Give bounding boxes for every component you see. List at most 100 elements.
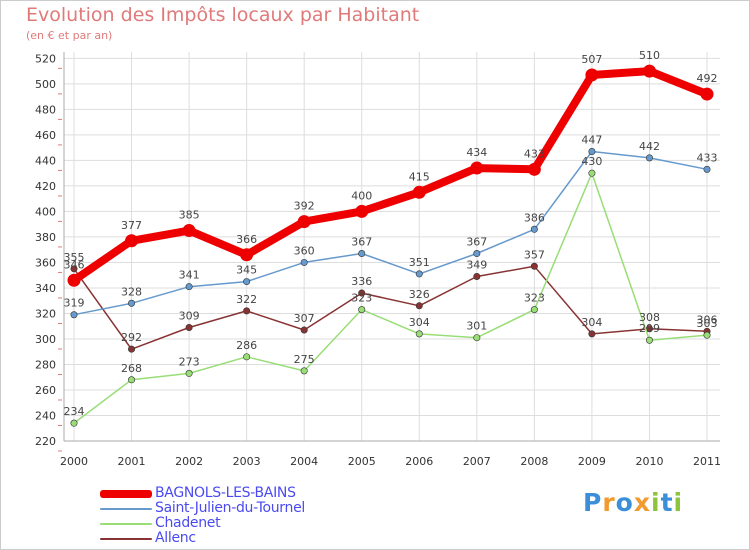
data-point	[185, 283, 193, 291]
legend-label: Saint-Julien-du-Tournel	[155, 500, 305, 516]
y-tick-label: 400	[35, 205, 56, 218]
data-label: 351	[409, 256, 430, 269]
legend-swatch	[100, 522, 152, 525]
data-label: 275	[294, 353, 315, 366]
data-label: 385	[179, 209, 200, 222]
data-point	[185, 323, 193, 331]
data-point	[588, 169, 596, 177]
series-line	[73, 172, 708, 424]
chart-subtitle: (en € et par an)	[26, 29, 113, 42]
data-label: 308	[639, 311, 660, 324]
y-tick-label: 480	[35, 103, 56, 116]
data-label: 510	[639, 49, 660, 62]
y-tick-label: 220	[35, 435, 56, 448]
data-labels: 346 377 385 366 392 400 415 434 433 507 510 492 319 3…	[64, 49, 718, 418]
logo-letter: r	[602, 488, 616, 517]
x-tick-label: 2009	[578, 455, 606, 468]
legend-swatch	[100, 489, 152, 498]
data-label: 336	[351, 275, 372, 288]
data-label: 360	[294, 244, 315, 257]
data-point	[415, 270, 423, 278]
data-point	[588, 330, 596, 338]
data-point	[703, 165, 711, 173]
data-point	[355, 204, 369, 218]
data-label: 304	[581, 316, 602, 329]
data-label: 366	[236, 233, 257, 246]
x-tick-label: 2011	[693, 455, 721, 468]
grid	[64, 52, 720, 442]
data-label: 400	[351, 189, 372, 202]
data-point	[530, 306, 538, 314]
data-label: 309	[179, 309, 200, 322]
legend-label: BAGNOLS-LES-BAINS	[155, 485, 296, 501]
data-label: 507	[581, 53, 602, 66]
x-tick-label: 2007	[463, 455, 491, 468]
data-point	[70, 311, 78, 319]
data-label: 357	[524, 248, 545, 261]
x-tick-label: 2002	[175, 455, 203, 468]
data-label: 306	[697, 313, 718, 326]
legend: BAGNOLS-LES-BAINS Saint-Julien-du-Tourne…	[100, 485, 400, 546]
legend-swatch	[100, 507, 152, 510]
legend-item-saint-julien[interactable]: Saint-Julien-du-Tournel	[100, 500, 400, 516]
logo-letter: t	[660, 488, 674, 517]
data-point	[297, 215, 311, 229]
data-point	[415, 302, 423, 310]
x-tick-label: 2008	[520, 455, 548, 468]
data-label: 492	[697, 72, 718, 85]
data-point	[182, 224, 196, 238]
data-label: 301	[466, 320, 487, 333]
data-label: 323	[351, 292, 372, 305]
data-label: 234	[64, 405, 85, 418]
legend-item-allenc[interactable]: Allenc	[100, 530, 400, 546]
data-label: 415	[409, 170, 430, 183]
x-tick-label: 2006	[405, 455, 433, 468]
x-tick-label: 2005	[348, 455, 376, 468]
data-label: 341	[179, 269, 200, 282]
data-label: 430	[581, 155, 602, 168]
data-point	[588, 147, 596, 155]
y-tick-label: 520	[35, 52, 56, 65]
y-tick-label: 340	[35, 282, 56, 295]
data-label: 345	[236, 264, 257, 277]
data-label: 447	[581, 133, 602, 146]
data-point	[412, 185, 426, 199]
data-label: 433	[697, 151, 718, 164]
data-point	[473, 250, 481, 258]
y-tick-label: 260	[35, 384, 56, 397]
data-point	[415, 330, 423, 338]
logo-letter: P	[583, 488, 603, 517]
data-label: 303	[697, 317, 718, 330]
x-tick-label: 2003	[233, 455, 261, 468]
data-point	[530, 225, 538, 233]
data-label: 392	[294, 200, 315, 213]
data-point	[530, 262, 538, 270]
data-label: 367	[466, 236, 487, 249]
data-point	[470, 161, 484, 175]
series-line	[70, 67, 711, 285]
data-label: 292	[121, 331, 142, 344]
data-label: 268	[121, 362, 142, 375]
y-tick-label: 360	[35, 256, 56, 269]
legend-item-chadenet[interactable]: Chadenet	[100, 515, 400, 531]
data-point	[128, 299, 136, 307]
data-label: 386	[524, 211, 545, 224]
data-label: 323	[524, 292, 545, 305]
data-label: 304	[409, 316, 430, 329]
data-point	[473, 272, 481, 280]
y-tick-label: 380	[35, 231, 56, 244]
series-layer	[67, 64, 714, 427]
data-point	[128, 345, 136, 353]
data-label: 322	[236, 293, 257, 306]
data-label: 434	[466, 146, 487, 159]
data-label: 367	[351, 236, 372, 249]
axes: 220 240 260 280 300 320 340 360 380 400 420 440 460 4…	[35, 52, 721, 468]
data-point	[358, 250, 366, 258]
data-point	[358, 306, 366, 314]
y-tick-label: 320	[35, 307, 56, 320]
data-point	[243, 278, 251, 286]
proxiti-logo: Proxiti	[583, 488, 683, 517]
data-label: 273	[179, 355, 200, 368]
legend-item-bagnols[interactable]: BAGNOLS-LES-BAINS	[100, 485, 400, 501]
